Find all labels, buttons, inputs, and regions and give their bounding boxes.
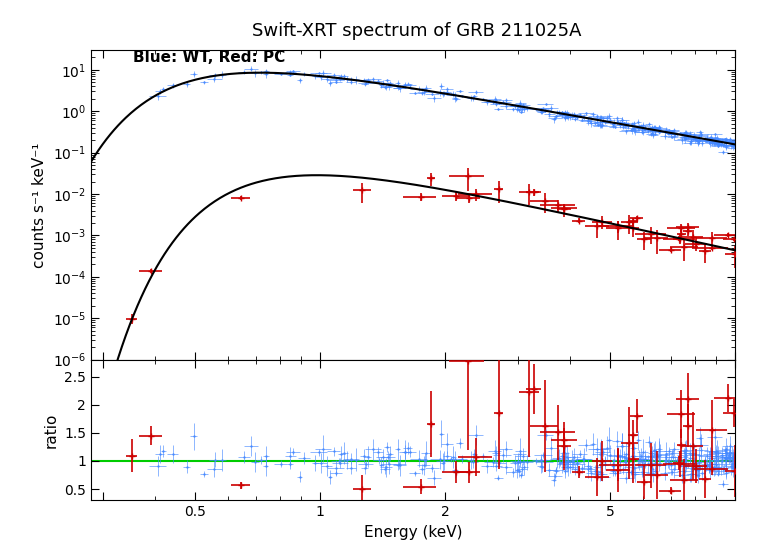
- X-axis label: Energy (keV): Energy (keV): [364, 525, 462, 540]
- Text: Swift-XRT spectrum of GRB 211025A: Swift-XRT spectrum of GRB 211025A: [252, 22, 581, 40]
- Y-axis label: counts s⁻¹ keV⁻¹: counts s⁻¹ keV⁻¹: [32, 142, 47, 267]
- Y-axis label: ratio: ratio: [43, 413, 58, 448]
- Text: Blue: WT, Red: PC: Blue: WT, Red: PC: [133, 50, 285, 65]
